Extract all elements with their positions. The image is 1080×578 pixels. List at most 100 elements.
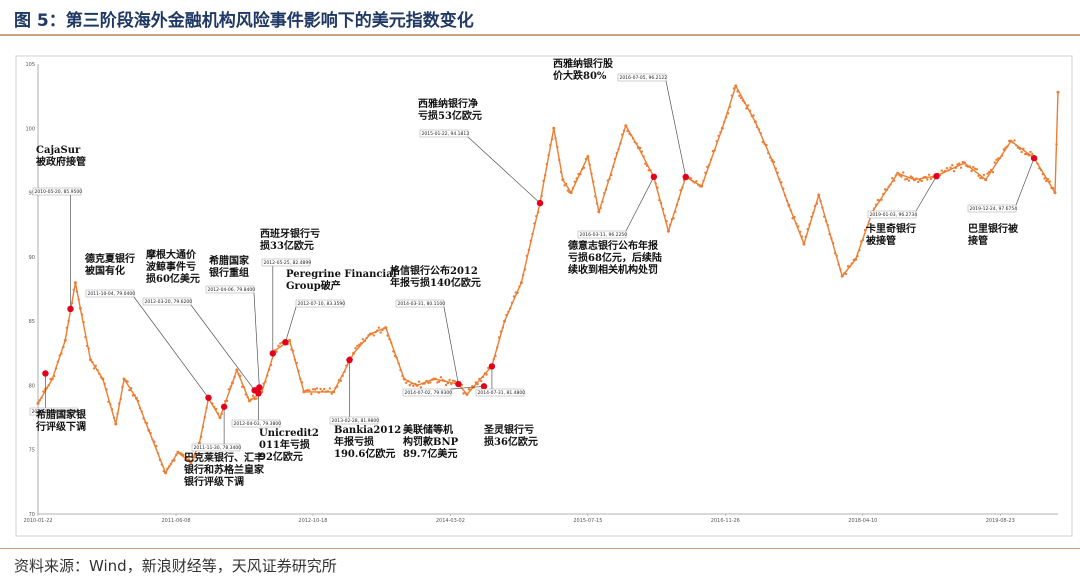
series-point — [748, 109, 752, 112]
x-tick-label: 2018-04-10 — [848, 518, 877, 524]
series-point — [131, 394, 135, 397]
event-value-tag-box — [231, 419, 281, 428]
series-point — [793, 215, 796, 219]
series-point — [558, 158, 561, 162]
series-point — [213, 405, 216, 409]
event-marker — [933, 172, 940, 180]
event-value-tag: 2019-01-03, 96.2734 — [870, 212, 918, 218]
series-point — [679, 189, 682, 192]
series-point — [695, 180, 698, 183]
event-value-tag-box — [85, 289, 135, 298]
event-value-tag: 2014-03-31, 80.1100 — [398, 301, 446, 307]
series-point — [573, 180, 576, 183]
event-annotation-line: 圣灵银行亏 — [484, 423, 534, 436]
series-point — [514, 291, 517, 294]
series-point — [725, 116, 728, 119]
series-point — [393, 354, 397, 358]
series-point — [376, 329, 379, 332]
series-point — [894, 174, 898, 177]
series-point — [873, 207, 876, 210]
series-point — [604, 188, 608, 191]
event-value-tag-box — [329, 416, 379, 425]
series-point — [162, 470, 165, 473]
series-point — [319, 387, 322, 391]
series-point — [696, 183, 700, 186]
series-point — [205, 406, 208, 409]
event-annotation-line: 摩根大通价 — [146, 248, 197, 261]
series-point — [902, 171, 905, 174]
series-point — [250, 398, 253, 401]
series-point — [904, 178, 907, 181]
series-point — [1027, 154, 1031, 157]
series-point — [408, 384, 411, 387]
series-point — [840, 274, 844, 278]
series-point — [791, 217, 794, 220]
series-point — [279, 342, 282, 345]
series-point — [765, 143, 768, 147]
series-point — [225, 399, 229, 403]
series-point — [763, 142, 766, 146]
series-point — [235, 368, 239, 372]
event-annotation-line: Group破产 — [286, 279, 341, 292]
event-value-tag-box — [402, 388, 452, 397]
series-point — [481, 375, 485, 379]
series-point — [1004, 146, 1007, 149]
series-point — [949, 166, 952, 169]
series-point — [334, 386, 337, 390]
series-point — [826, 224, 829, 227]
series-point — [810, 215, 813, 218]
event-annotation-line: 年报亏损 — [334, 435, 374, 448]
event-annotation-line: 格信银行公布2012 — [390, 264, 478, 277]
event-value-tags: 2010-02-18, 80.9299 2010-05-20, 85.9500 20… — [29, 73, 1017, 452]
series-point — [808, 223, 811, 226]
series-point — [96, 369, 99, 372]
series-point — [621, 133, 624, 136]
event-value-tag-box — [205, 285, 255, 294]
series-point — [1025, 152, 1029, 156]
series-point — [606, 179, 609, 182]
series-point — [211, 402, 214, 405]
event-value-tag-box — [419, 129, 469, 138]
event-annotation-line: 价大跌80% — [553, 69, 607, 82]
series-point — [386, 334, 389, 337]
series-point — [633, 140, 636, 144]
series-point — [588, 163, 591, 166]
series-point — [635, 142, 638, 145]
series-point — [62, 345, 65, 349]
series-point — [42, 390, 45, 393]
series-point — [998, 156, 1002, 160]
series-point — [372, 334, 375, 337]
series-point — [1048, 180, 1052, 183]
series-point — [77, 298, 80, 301]
series-point — [1043, 177, 1046, 180]
event-marker — [455, 380, 462, 388]
series-point — [415, 383, 419, 387]
event-annotation-line: 西班牙银行亏 — [260, 227, 320, 240]
series-point — [601, 200, 604, 203]
series-point — [1000, 154, 1004, 157]
series-point — [640, 150, 644, 153]
series-point — [656, 186, 659, 189]
series-point — [324, 390, 328, 393]
series-point — [241, 385, 244, 388]
series-point — [155, 444, 158, 448]
series-point — [299, 377, 302, 381]
series-point — [114, 422, 118, 426]
series-point — [711, 149, 715, 153]
series-point — [909, 175, 912, 178]
series-point — [863, 229, 867, 232]
series-point — [103, 382, 106, 386]
x-tick-label: 2011-06-08 — [161, 518, 190, 524]
event-marker — [42, 370, 49, 377]
series-point — [639, 146, 642, 150]
event-annotation-line: 银行和苏格兰皇家 — [184, 463, 265, 476]
x-tick-label: 2012-10-18 — [298, 518, 327, 524]
series-point — [496, 346, 499, 349]
series-point — [945, 167, 949, 170]
event-leader-line — [253, 292, 260, 388]
y-tick-labels: 70 75 80 85 90 95 100 105 — [25, 62, 35, 518]
y-tick-label: 100 — [25, 126, 35, 132]
series-point — [911, 176, 914, 179]
series-point — [45, 386, 49, 389]
series-point — [759, 132, 763, 135]
